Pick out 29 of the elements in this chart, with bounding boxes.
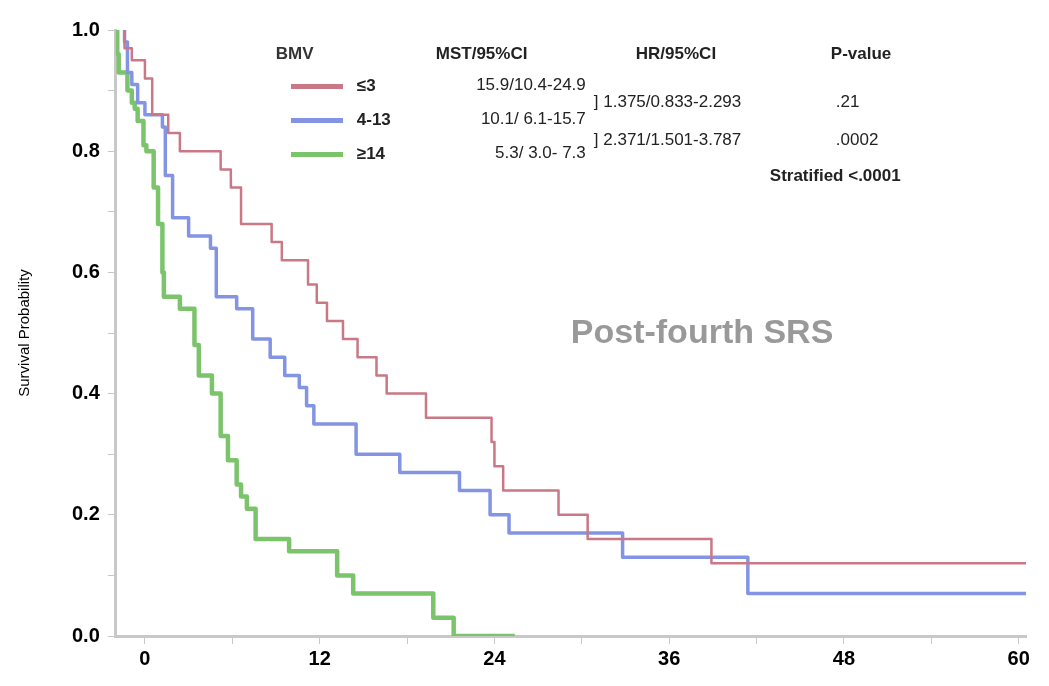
annotation: Stratified <.0001 xyxy=(769,166,901,186)
legend-title: BMV xyxy=(275,44,314,64)
annotation: ] 1.375/0.833-2.293 xyxy=(593,92,742,112)
y-tick-label: 0.0 xyxy=(71,623,100,646)
annotation: P-value xyxy=(830,44,892,64)
x-tick-label: 36 xyxy=(658,646,681,669)
annotation: .0002 xyxy=(835,130,879,150)
annotation: MST/95%CI xyxy=(435,44,528,64)
legend-label: ≤3 xyxy=(356,76,376,96)
annotation: .21 xyxy=(835,92,860,112)
x-tick-label: 48 xyxy=(832,646,856,669)
annotation: ] 2.371/1.501-3.787 xyxy=(593,130,742,150)
annotation: HR/95%CI xyxy=(635,44,717,64)
y-axis-title: Survival Probability xyxy=(15,268,33,397)
annotation: Post-fourth SRS xyxy=(570,312,834,351)
x-tick-label: 24 xyxy=(483,646,507,669)
x-tick-label: 0 xyxy=(139,646,151,669)
x-tick-label: 60 xyxy=(1007,646,1030,669)
x-tick-label: 12 xyxy=(308,646,331,669)
annotation: 10.1/ 6.1-15.7 xyxy=(479,109,586,129)
annotation: 15.9/10.4-24.9 xyxy=(475,75,586,95)
y-tick-label: 0.2 xyxy=(71,502,100,525)
annotation: 5.3/ 3.0- 7.3 xyxy=(494,143,586,163)
y-tick-label: 0.8 xyxy=(71,138,100,161)
legend-label: ≥14 xyxy=(356,144,386,164)
y-tick-label: 0.4 xyxy=(71,381,101,404)
legend-label: 4-13 xyxy=(356,110,391,130)
y-tick-label: 0.6 xyxy=(71,259,100,282)
y-tick-label: 1.0 xyxy=(71,17,100,40)
